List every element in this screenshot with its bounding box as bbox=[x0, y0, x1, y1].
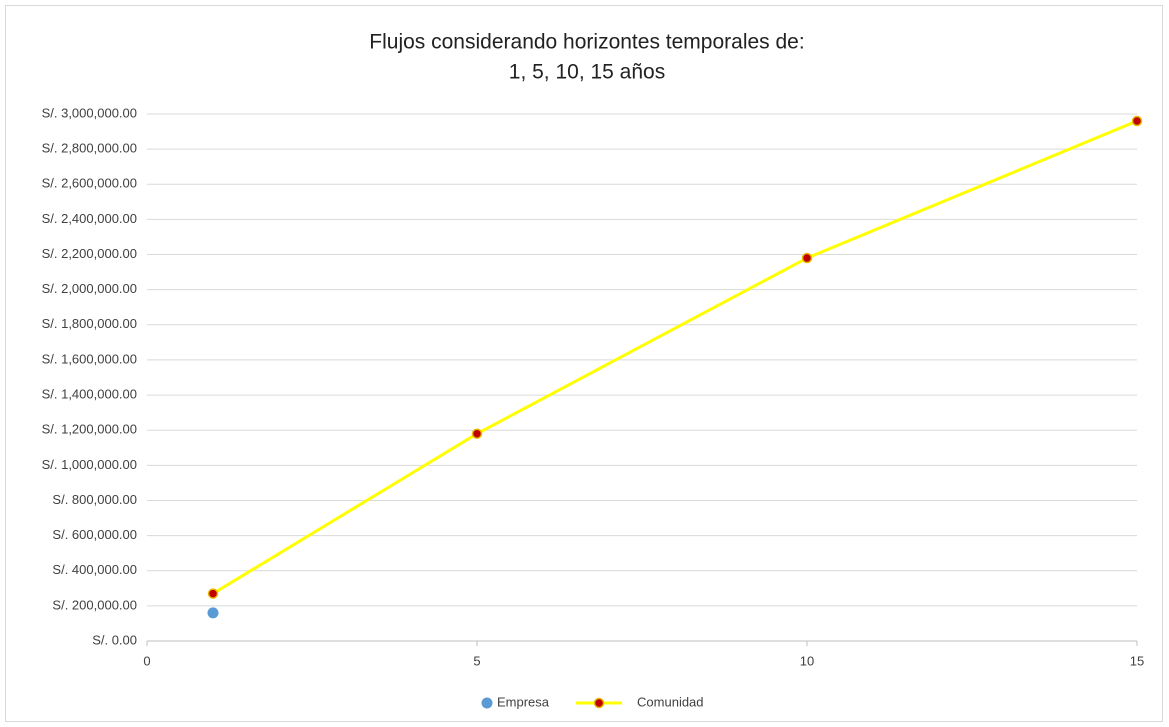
y-tick-label: S/. 1,000,000.00 bbox=[42, 457, 137, 472]
chart-border bbox=[5, 5, 1163, 722]
y-tick-label: S/. 2,200,000.00 bbox=[42, 246, 137, 261]
legend-label: Comunidad bbox=[637, 694, 704, 709]
y-tick-label: S/. 2,400,000.00 bbox=[42, 211, 137, 226]
y-tick-label: S/. 200,000.00 bbox=[52, 597, 137, 612]
marker bbox=[1131, 115, 1143, 127]
y-tick-label: S/. 400,000.00 bbox=[52, 562, 137, 577]
y-tick-label: S/. 1,800,000.00 bbox=[42, 316, 137, 331]
x-tick-label: 0 bbox=[143, 653, 150, 668]
marker bbox=[481, 697, 493, 709]
y-tick-label: S/. 1,600,000.00 bbox=[42, 351, 137, 366]
marker bbox=[207, 588, 219, 599]
legend-label: Empresa bbox=[497, 694, 550, 709]
y-tick-label: S/. 1,400,000.00 bbox=[42, 387, 137, 402]
y-tick-label: S/. 1,200,000.00 bbox=[42, 422, 137, 437]
marker bbox=[593, 697, 605, 709]
x-tick-label: 15 bbox=[1130, 653, 1144, 668]
y-tick-label: S/. 0.00 bbox=[92, 632, 137, 647]
marker bbox=[207, 607, 219, 619]
marker bbox=[471, 428, 483, 439]
y-tick-label: S/. 800,000.00 bbox=[52, 492, 137, 507]
series-line bbox=[212, 119, 1138, 595]
x-tick-label: 10 bbox=[800, 653, 814, 668]
y-tick-label: S/. 2,800,000.00 bbox=[42, 141, 137, 156]
chart-title: 1, 5, 10, 15 años bbox=[509, 61, 665, 84]
chart-title: Flujos considerando horizontes temporale… bbox=[369, 31, 804, 54]
y-tick-label: S/. 3,000,000.00 bbox=[42, 105, 137, 120]
y-tick-label: S/. 2,000,000.00 bbox=[42, 281, 137, 296]
marker bbox=[801, 252, 813, 264]
y-tick-label: S/. 600,000.00 bbox=[52, 527, 137, 542]
x-tick-label: 5 bbox=[473, 653, 480, 668]
y-tick-label: S/. 2,600,000.00 bbox=[42, 176, 137, 191]
